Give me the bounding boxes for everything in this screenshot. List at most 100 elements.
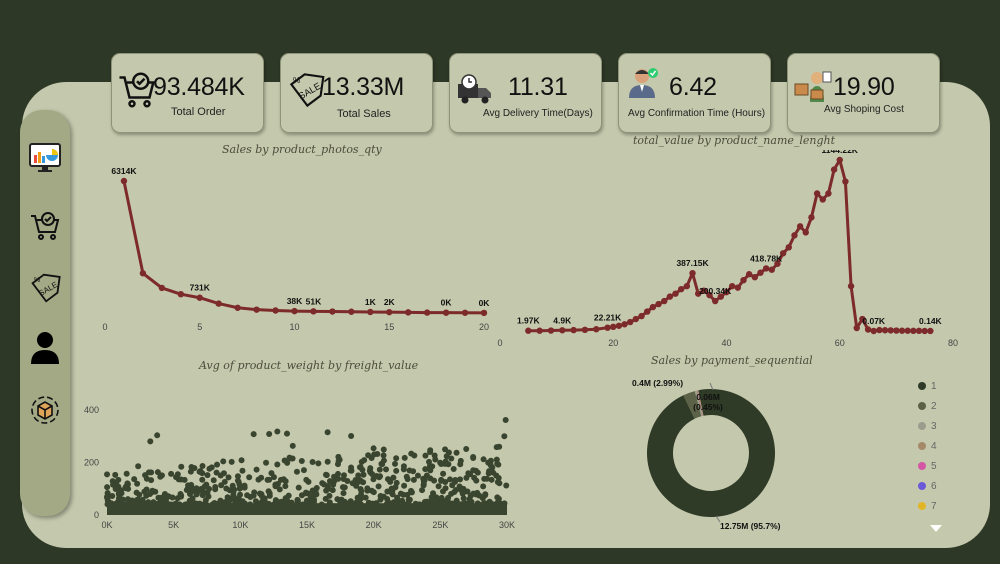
data-point bbox=[683, 282, 691, 290]
data-point bbox=[610, 323, 617, 331]
scatter-point bbox=[426, 458, 433, 465]
scatter-point bbox=[214, 461, 221, 468]
data-label: 4.9K bbox=[553, 315, 572, 325]
scatter-point bbox=[362, 494, 369, 501]
data-point bbox=[158, 284, 166, 292]
scatter-point bbox=[149, 487, 156, 494]
scatter-point bbox=[444, 496, 451, 503]
scatter-point bbox=[105, 492, 112, 499]
scatter-point bbox=[142, 472, 149, 479]
scatter-point bbox=[414, 501, 421, 508]
scatter-point bbox=[318, 501, 325, 508]
scatter-point bbox=[457, 476, 464, 483]
scatter-point bbox=[442, 460, 449, 467]
scatter-point bbox=[355, 472, 362, 479]
scatter-point bbox=[360, 471, 367, 478]
data-point bbox=[847, 282, 855, 290]
scatter-point bbox=[387, 501, 394, 508]
data-point bbox=[864, 326, 872, 333]
data-label: 1144.22K bbox=[822, 150, 859, 155]
scatter-point bbox=[119, 497, 126, 504]
scatter-point bbox=[482, 492, 489, 499]
chart-title-name-length: total_value by product_name_lenght bbox=[633, 134, 836, 147]
data-point bbox=[291, 307, 298, 315]
nav-customers-button[interactable] bbox=[25, 328, 65, 368]
scatter-point bbox=[367, 501, 374, 508]
scatter-point bbox=[442, 485, 449, 492]
scatter-point bbox=[460, 495, 467, 502]
data-label: 0K bbox=[441, 298, 453, 308]
x-tick-label: 0K bbox=[101, 520, 112, 530]
scatter-point bbox=[187, 468, 194, 475]
donut-leader-line bbox=[715, 515, 721, 523]
dashboard-icon bbox=[29, 143, 61, 172]
donut-slice bbox=[694, 390, 703, 417]
dashboard-board bbox=[22, 82, 990, 548]
scatter-point bbox=[422, 452, 429, 459]
scatter-point bbox=[403, 473, 410, 480]
scatter-point bbox=[347, 467, 354, 474]
chart-sales-by-payment-sequential: 0.4M (2.99%) 0.06M(0.45%) 12.75M (95.7%) bbox=[632, 378, 781, 531]
scatter-point bbox=[284, 459, 291, 466]
scatter-point bbox=[272, 497, 279, 504]
scatter-point bbox=[190, 499, 197, 506]
scatter-point bbox=[468, 498, 475, 505]
legend-item[interactable]: 7 bbox=[918, 496, 958, 516]
scatter-point bbox=[282, 483, 289, 490]
data-point bbox=[768, 266, 775, 273]
kpi-value: 11.31 bbox=[508, 73, 568, 101]
scatter-point bbox=[471, 474, 478, 481]
data-label: 1.97K bbox=[517, 316, 541, 326]
data-point bbox=[442, 309, 450, 316]
legend-scroll-down-icon[interactable] bbox=[930, 525, 942, 532]
scatter-point bbox=[369, 471, 376, 478]
scatter-point bbox=[324, 429, 331, 436]
scatter-point bbox=[202, 497, 209, 504]
scatter-point bbox=[324, 458, 331, 465]
data-point bbox=[655, 300, 662, 308]
donut-slice bbox=[696, 390, 703, 416]
donut-slice bbox=[647, 389, 775, 517]
x-tick-label: 30K bbox=[499, 520, 515, 530]
data-point bbox=[329, 308, 336, 315]
legend-item[interactable]: 2 bbox=[918, 396, 958, 416]
legend-item[interactable]: 5 bbox=[918, 456, 958, 476]
scatter-point bbox=[421, 477, 428, 484]
data-label: 0K bbox=[479, 298, 491, 308]
scatter-point bbox=[255, 476, 262, 483]
legend-item[interactable]: 3 bbox=[918, 416, 958, 436]
scatter-point bbox=[480, 483, 487, 490]
nav-orders-button[interactable] bbox=[25, 206, 65, 246]
scatter-point bbox=[223, 485, 230, 492]
chart-title-photos: Sales by product_photos_qty bbox=[222, 143, 382, 156]
kpi-value: 6.42 bbox=[669, 73, 717, 101]
scatter-point bbox=[244, 492, 251, 499]
nav-sales-button[interactable]: SALE % bbox=[25, 268, 65, 308]
scatter-point bbox=[456, 483, 463, 490]
data-label: 0.14K bbox=[919, 316, 943, 326]
data-point bbox=[796, 223, 804, 230]
legend-item[interactable]: 1 bbox=[918, 376, 958, 396]
scatter-point bbox=[401, 482, 408, 489]
nav-dashboard-button[interactable] bbox=[25, 138, 65, 178]
scatter-point bbox=[400, 463, 407, 470]
scatter-point bbox=[453, 449, 460, 456]
scatter-point bbox=[355, 478, 362, 485]
data-point bbox=[751, 273, 759, 281]
scatter-point bbox=[203, 501, 210, 508]
legend-item[interactable]: 6 bbox=[918, 476, 958, 496]
data-point bbox=[802, 229, 809, 236]
data-point bbox=[887, 327, 894, 334]
scatter-point bbox=[370, 476, 377, 483]
nav-delivery-button[interactable] bbox=[25, 390, 65, 430]
kpi-value: 19.90 bbox=[833, 73, 895, 101]
scatter-point bbox=[422, 466, 429, 473]
kpi-card-avg-delivery-time: 11.31 Avg Delivery Time(Days) bbox=[449, 53, 602, 133]
data-label: 6314K bbox=[111, 166, 137, 176]
scatter-point bbox=[393, 455, 400, 462]
scatter-point bbox=[285, 492, 292, 499]
data-point bbox=[120, 177, 128, 185]
donut-slice bbox=[697, 390, 704, 416]
legend-item[interactable]: 4 bbox=[918, 436, 958, 456]
chart-title-weight-freight: Avg of product_weight by freight_value bbox=[199, 359, 419, 372]
